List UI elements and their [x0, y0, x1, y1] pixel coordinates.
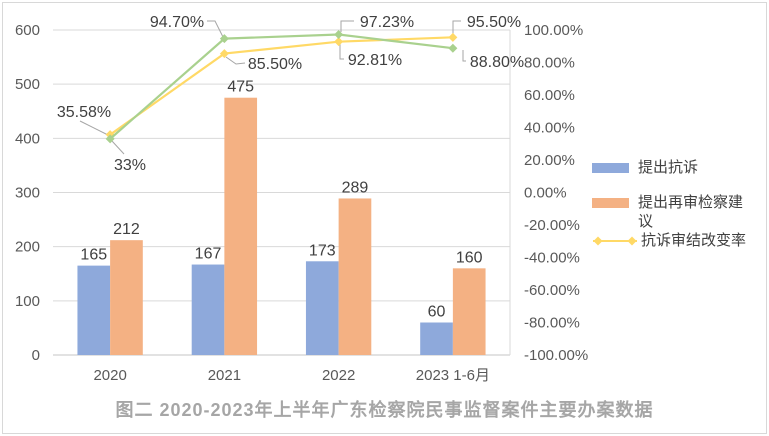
legend-swatch-blue-bar [592, 163, 629, 173]
line-series-yellow [105, 32, 458, 140]
line-series-green [105, 30, 458, 144]
percent-label: 88.80% [470, 54, 524, 71]
category-axis: 2020 2021 2022 2023 1-6月 [93, 367, 490, 384]
bar-value-label: 289 [342, 179, 369, 196]
right-axis-tick: 60.00% [524, 87, 575, 104]
bar [191, 264, 225, 355]
left-axis-tick: 300 [15, 185, 40, 202]
diamond-marker [448, 32, 458, 42]
percent-label: 94.70% [150, 14, 204, 31]
bar-value-label: 60 [428, 304, 446, 321]
diamond-marker [334, 30, 344, 40]
bar [420, 322, 453, 355]
bar [452, 268, 486, 355]
right-axis-tick: 80.00% [524, 55, 575, 72]
legend-item-bars-protest: 提出抗诉 [592, 158, 768, 177]
diamond-marker [219, 49, 229, 59]
category-label: 2020 [93, 367, 126, 384]
diamond-marker [448, 43, 458, 53]
bar-value-label: 160 [456, 249, 483, 266]
percent-labels-yellow: 35.58% 85.50% 92.81% 95.50% [57, 14, 521, 121]
right-axis-tick: -60.00% [524, 282, 580, 299]
leader-line [111, 140, 125, 155]
legend-swatch-orange-bar [592, 198, 629, 208]
legend-item-bars-retrial-suggestion: 提出再审检察建议 [592, 193, 768, 231]
leader-line [339, 44, 344, 60]
bar [110, 240, 143, 355]
bar [77, 265, 111, 355]
diamond-marker [105, 134, 115, 144]
category-label: 2022 [322, 367, 355, 384]
diamond-marker [334, 37, 344, 47]
category-label: 2023 1-6月 [416, 367, 490, 384]
bar-value-label: 475 [227, 79, 254, 96]
legend-item-line-change-rate: 抗诉审结改变率 [592, 231, 768, 250]
percent-labels-green: 33% 94.70% 97.23% 88.80% [114, 14, 524, 174]
bar-series-orange: 212 475 289 160 [110, 79, 486, 355]
right-axis-tick: -80.00% [524, 315, 580, 332]
right-axis-tick: -100.00% [524, 347, 588, 364]
label-leader-lines [79, 20, 466, 155]
bar-value-label: 212 [113, 221, 140, 238]
bar-value-label: 165 [80, 247, 107, 264]
leader-line [340, 20, 354, 32]
percent-label: 33% [114, 157, 146, 174]
bar-value-label: 173 [309, 242, 336, 259]
left-axis-tick: 500 [15, 76, 40, 93]
right-axis-tick: -20.00% [524, 217, 580, 234]
percent-label: 35.58% [57, 104, 111, 121]
data-line [109, 36, 453, 136]
legend-swatch-line-diamond-icon [593, 236, 637, 246]
left-axis-tick: 200 [15, 239, 40, 256]
bar-series-blue: 165 167 173 60 [77, 242, 453, 355]
percent-label: 95.50% [467, 14, 521, 31]
legend-label: 抗诉审结改变率 [641, 232, 747, 249]
left-axis-tick: 0 [32, 347, 40, 364]
right-axis-tick: 0.00% [524, 185, 567, 202]
leader-line [225, 56, 246, 65]
left-axis-tick: 600 [15, 22, 40, 39]
leader-line [207, 20, 224, 38]
leader-line [452, 20, 461, 35]
right-axis-ticks: 100.00% 80.00% 60.00% 40.00% 20.00% 0.00% -20.… [524, 22, 588, 364]
legend-label: 提出再审检察建议 [638, 194, 744, 230]
diamond-marker [219, 34, 229, 44]
right-axis-tick: 40.00% [524, 120, 575, 137]
data-line [109, 33, 454, 140]
bar [305, 261, 339, 355]
legend: 提出抗诉 提出再审检察建议 抗诉审结改变率 [592, 158, 768, 250]
legend-label: 提出抗诉 [638, 159, 699, 176]
percent-label: 97.23% [360, 14, 414, 31]
leader-line [462, 50, 466, 62]
right-axis-tick: -40.00% [524, 250, 580, 267]
percent-label: 85.50% [248, 56, 302, 73]
leader-line [79, 120, 111, 137]
bar [224, 97, 258, 355]
bar [338, 198, 372, 355]
right-axis-tick: 20.00% [524, 152, 575, 169]
left-axis-tick: 100 [15, 293, 40, 310]
left-axis-tick: 400 [15, 130, 40, 147]
percent-label: 92.81% [348, 52, 402, 69]
category-label: 2021 [208, 367, 241, 384]
bar-value-label: 167 [195, 246, 222, 263]
figure-caption: 图二 2020-2023年上半年广东检察院民事监督案件主要办案数据 [115, 400, 654, 420]
right-axis-tick: 100.00% [524, 22, 583, 39]
